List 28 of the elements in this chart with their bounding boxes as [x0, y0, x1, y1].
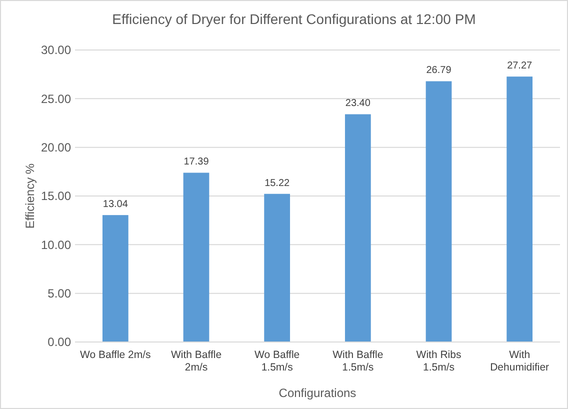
- x-tick-label: With Baffle 2m/s: [170, 349, 222, 374]
- bar: [506, 76, 533, 342]
- y-axis-title: Efficiency %: [23, 163, 37, 229]
- y-tick-label: 25.00: [40, 92, 72, 106]
- data-label: 17.39: [184, 156, 210, 168]
- y-tick-label: 20.00: [40, 140, 72, 155]
- x-axis-title: Configurations: [278, 386, 356, 400]
- data-label: 13.04: [102, 199, 128, 210]
- data-label: 27.27: [507, 60, 533, 72]
- x-tick-label: With Dehumidifier: [490, 349, 550, 374]
- y-tick-label: 15.00: [40, 189, 72, 204]
- y-tick-label: 30.00: [40, 43, 72, 58]
- bar: [183, 172, 210, 342]
- bar: [344, 114, 371, 342]
- bar: [426, 81, 452, 342]
- data-label: 23.40: [345, 98, 371, 110]
- bar: [102, 215, 128, 342]
- x-tick-label: With Ribs 1.5m/s: [416, 349, 462, 374]
- x-tick-label: Wo Baffle 1.5m/s: [254, 349, 300, 374]
- data-label: 15.22: [264, 178, 290, 189]
- data-label: 26.79: [426, 65, 452, 76]
- y-tick-label: 10.00: [40, 238, 72, 252]
- bar: [264, 194, 290, 342]
- chart-title: Efficiency of Dryer for Different Configurations at 12:00 PM: [112, 11, 476, 27]
- x-tick-label: Wo Baffle 2m/s: [80, 349, 151, 361]
- y-tick-label: 5.00: [48, 286, 72, 301]
- y-tick-label: 0.00: [48, 335, 72, 350]
- x-tick-label: With Baffle 1.5m/s: [332, 349, 384, 374]
